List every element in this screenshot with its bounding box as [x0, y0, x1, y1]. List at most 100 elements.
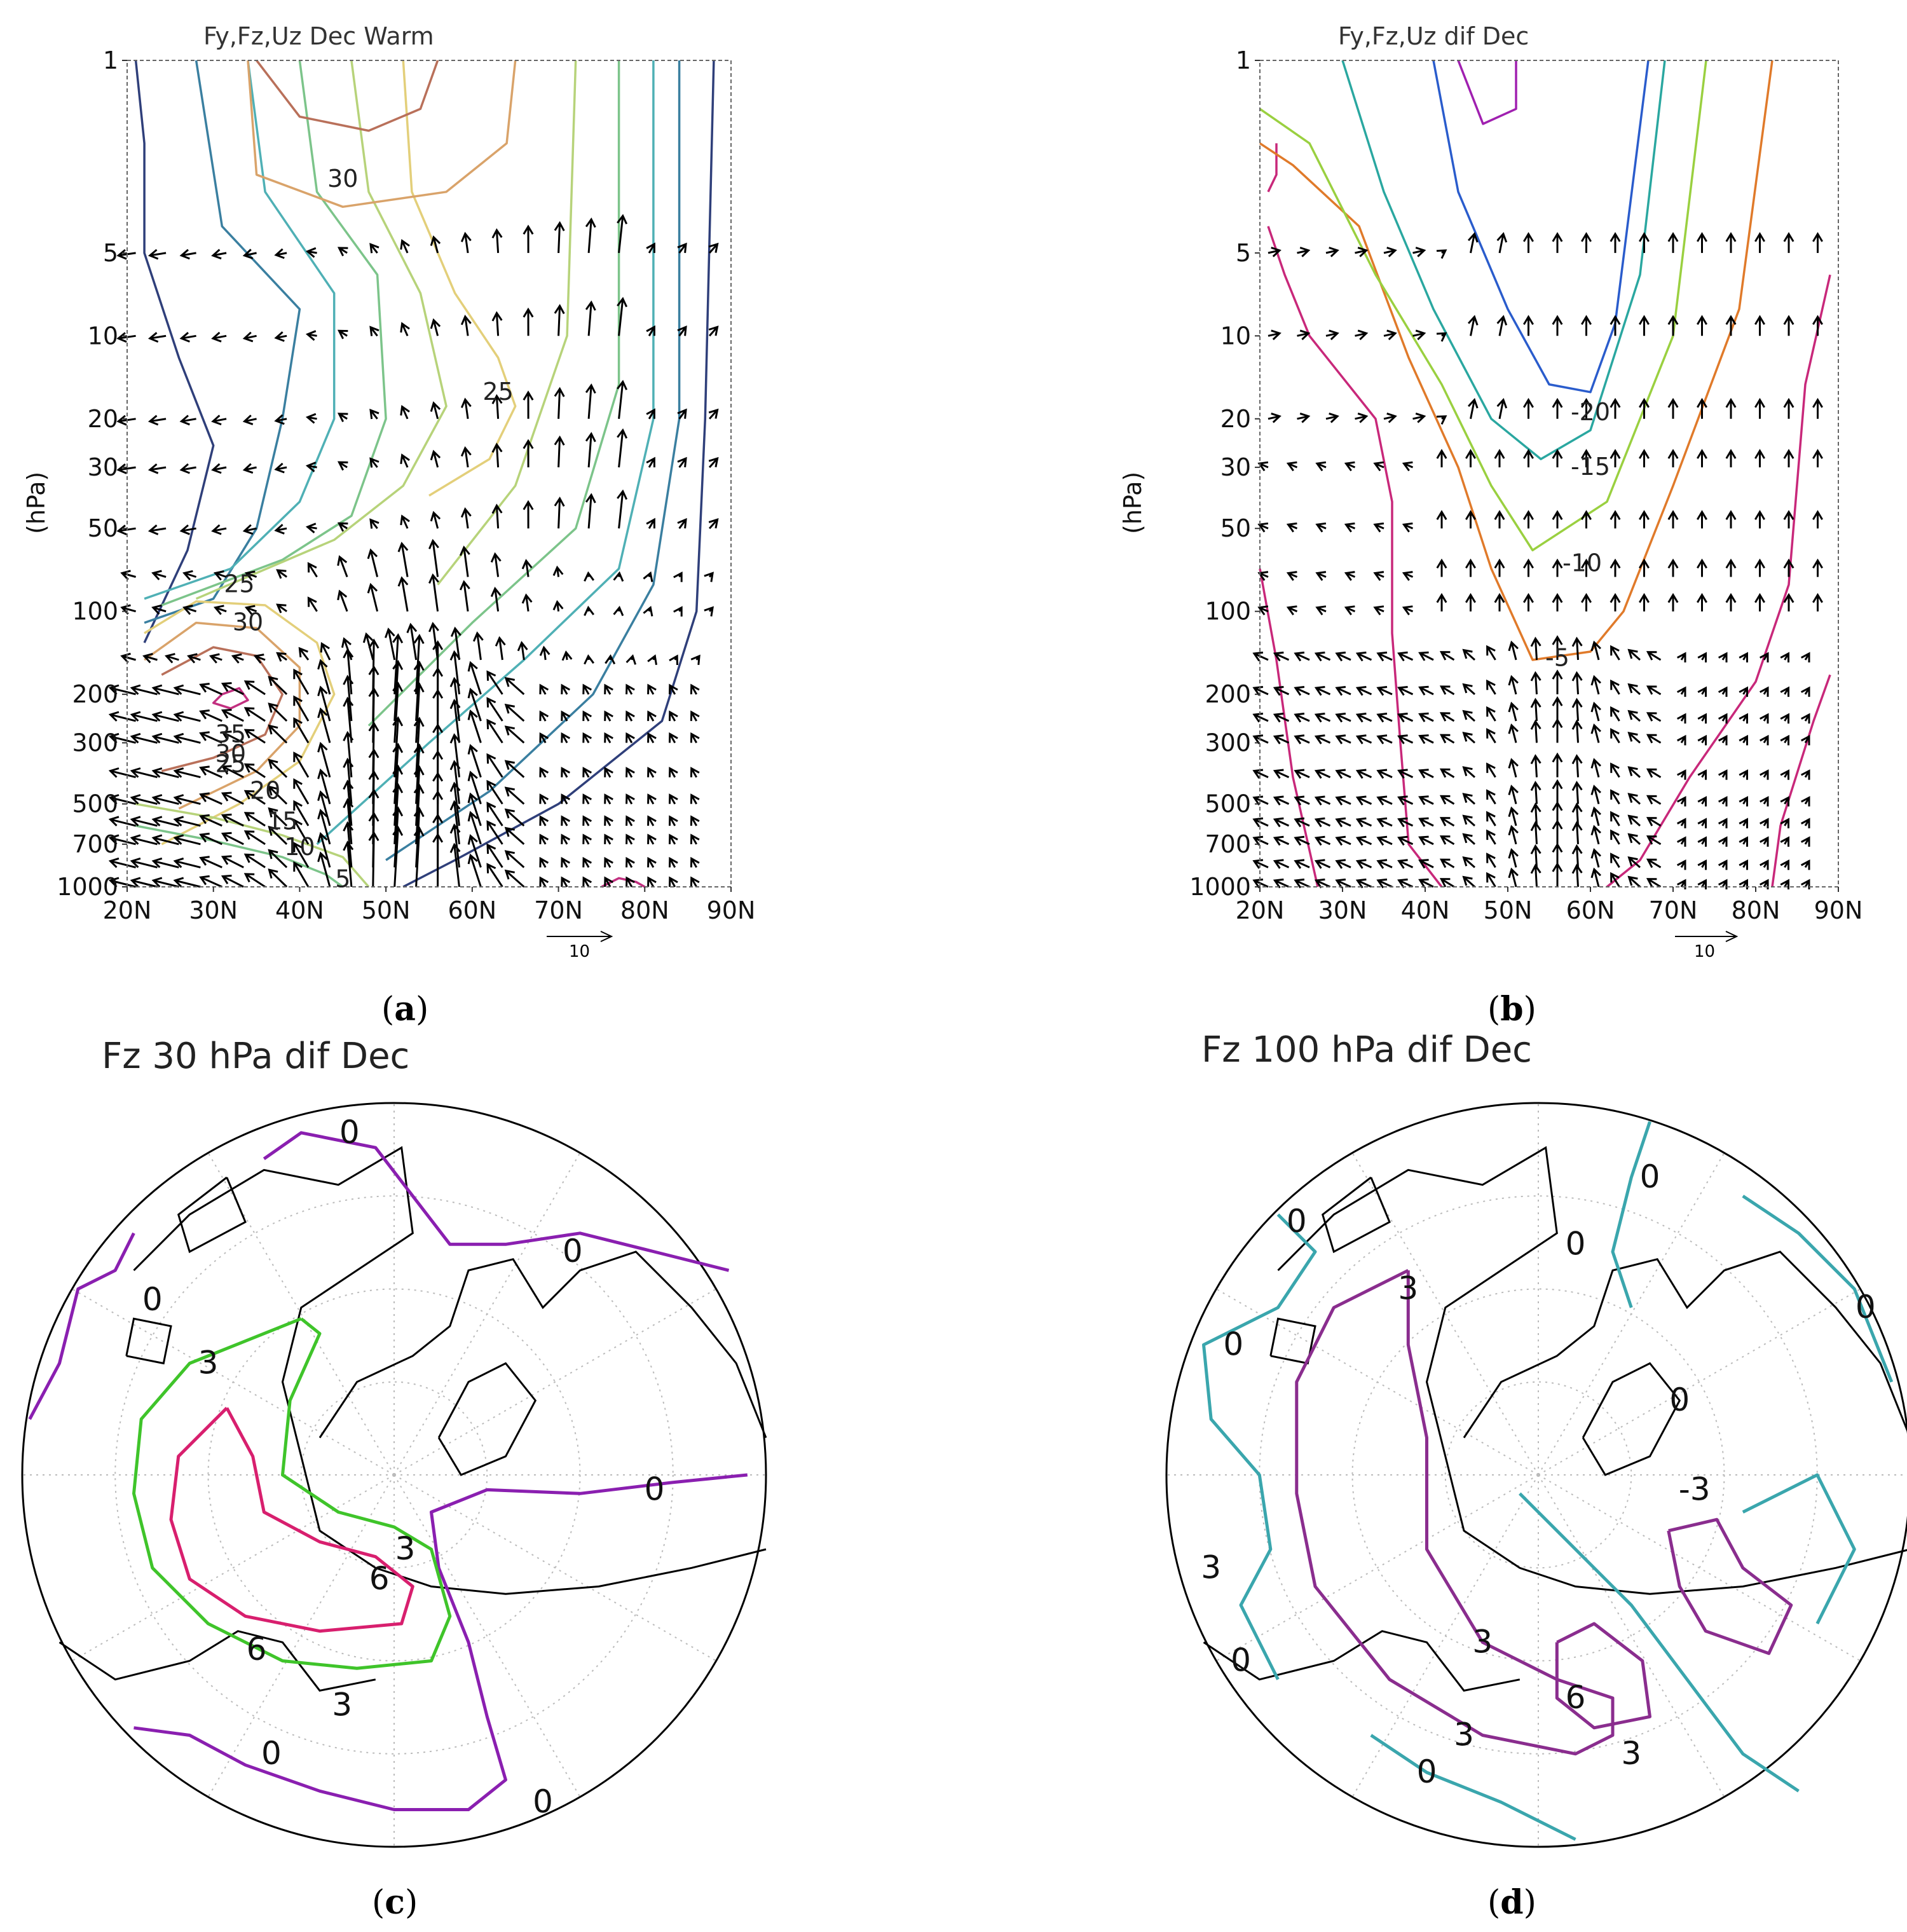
flux-arrow — [1496, 315, 1508, 336]
flux-arrow — [179, 332, 196, 343]
contour-label: 5 — [335, 865, 350, 893]
flux-arrow — [1355, 795, 1372, 805]
panel-a-vectors — [108, 214, 719, 888]
flux-arrow — [625, 793, 635, 805]
flux-arrow — [108, 684, 136, 695]
flux-arrow — [243, 729, 266, 744]
flux-arrow — [646, 517, 655, 529]
flux-arrow — [1759, 859, 1769, 870]
flux-arrow — [673, 572, 683, 582]
flux-arrow — [491, 311, 503, 336]
flux-arrow — [1718, 796, 1728, 807]
flux-arrow — [1739, 734, 1748, 746]
flux-arrow — [1639, 315, 1650, 336]
contour-label: 15 — [267, 807, 297, 835]
flux-arrow — [199, 683, 222, 695]
flux-arrow — [268, 724, 288, 744]
flux-arrow — [413, 682, 425, 743]
flux-arrow — [221, 832, 244, 846]
meridian-line — [393, 1288, 717, 1476]
flux-arrow — [1676, 796, 1686, 807]
flux-arrow — [604, 793, 613, 805]
flux-arrow — [704, 606, 714, 617]
flux-arrow — [625, 767, 635, 778]
flux-arrow — [1486, 728, 1496, 744]
flux-arrow — [1610, 558, 1621, 577]
panel-a-xaxis: 20N 30N 40N 50N 60N 70N 80N 90N — [103, 887, 755, 924]
flux-arrow — [1467, 232, 1479, 254]
flux-arrow — [690, 856, 700, 868]
contour-label: 0 — [1231, 1642, 1251, 1679]
x-tick-label: 70N — [534, 896, 583, 924]
flux-arrow — [1552, 718, 1563, 743]
flux-arrow — [504, 725, 525, 744]
flux-arrow — [1462, 793, 1475, 805]
flux-arrow — [1571, 863, 1583, 887]
panel-b-ylabel: (hPa) — [1119, 472, 1147, 534]
flux-arrow — [397, 542, 409, 577]
flux-arrow — [130, 877, 158, 888]
contour-line — [134, 60, 215, 643]
panel-a-caption: (a) — [381, 990, 428, 1029]
flux-arrow — [1273, 817, 1290, 828]
flux-arrow — [1697, 231, 1707, 253]
flux-arrow — [120, 652, 137, 664]
flux-arrow — [1627, 683, 1641, 695]
y-tick-label: 50 — [88, 514, 118, 542]
flux-arrow — [1314, 713, 1331, 723]
flux-arrow — [617, 428, 628, 468]
flux-arrow — [1373, 522, 1384, 533]
flux-arrow — [1718, 769, 1728, 780]
flux-arrow — [486, 753, 503, 778]
flux-arrow — [1462, 856, 1475, 868]
y-tick-label: 1 — [103, 46, 118, 74]
flux-arrow — [1315, 461, 1327, 472]
flux-arrow — [199, 709, 222, 722]
flux-arrow — [173, 816, 201, 827]
meridian-line — [1538, 1474, 1861, 1662]
x-tick-label: 80N — [620, 896, 669, 924]
flux-arrow — [1418, 817, 1434, 827]
flux-arrow — [1718, 859, 1728, 870]
flux-arrow — [173, 767, 201, 779]
flux-arrow — [1697, 879, 1707, 889]
contour-line — [1259, 60, 1707, 552]
flux-arrow — [504, 850, 525, 868]
flux-arrow — [523, 439, 534, 468]
flux-arrow — [108, 877, 136, 888]
flux-arrow — [343, 648, 354, 695]
flux-arrow — [1397, 795, 1414, 805]
flux-arrow — [584, 571, 595, 582]
coastline — [1463, 1250, 1907, 1439]
flux-arrow — [268, 758, 288, 778]
contour-line — [1457, 60, 1517, 125]
panel-a-vector-scale: 10 — [547, 931, 613, 961]
contour-label: 30 — [327, 165, 358, 193]
flux-arrow — [268, 849, 288, 868]
flux-arrow — [1294, 769, 1310, 779]
flux-arrow — [1294, 835, 1310, 846]
panel-a-frame — [126, 60, 732, 887]
x-tick-label: 20N — [1236, 896, 1285, 924]
flux-arrow — [604, 732, 613, 744]
flux-arrow — [1268, 247, 1282, 257]
flux-arrow — [1439, 734, 1455, 744]
flux-arrow — [1297, 412, 1311, 423]
flux-arrow — [554, 435, 565, 468]
x-tick-label: 70N — [1649, 896, 1698, 924]
flux-arrow — [647, 876, 657, 887]
contour-line — [1667, 1518, 1793, 1655]
flux-arrow — [625, 710, 635, 722]
flux-arrow — [1812, 315, 1823, 336]
flux-arrow — [430, 401, 441, 420]
flux-arrow — [1610, 706, 1620, 722]
contour-line — [1370, 1734, 1576, 1841]
y-tick-label: 300 — [72, 729, 118, 757]
flux-arrow — [413, 783, 425, 844]
flux-arrow — [1800, 652, 1810, 662]
flux-arrow — [293, 800, 310, 826]
flux-arrow — [1581, 510, 1592, 529]
flux-arrow — [108, 767, 136, 779]
flux-arrow — [647, 732, 657, 744]
flux-arrow — [1725, 593, 1737, 612]
